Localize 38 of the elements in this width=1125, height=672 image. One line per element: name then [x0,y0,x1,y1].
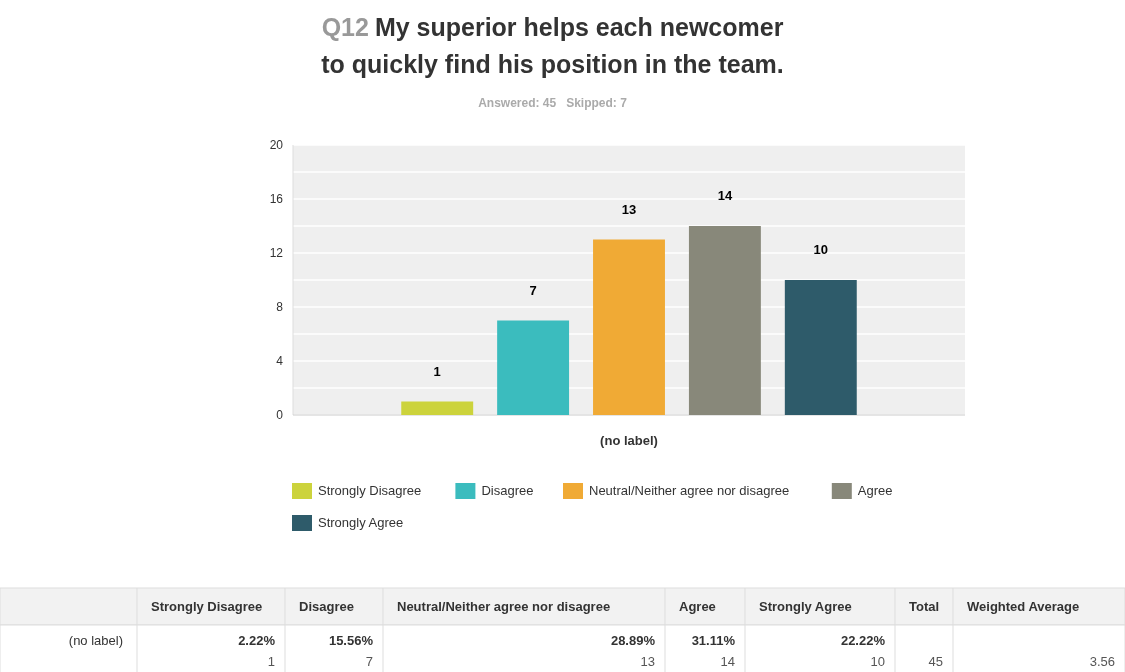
text: 1 [267,654,275,669]
legend-label: Agree [857,483,893,498]
y-tick-label: 0 [276,408,284,422]
text: Weighted Average [967,599,1080,614]
y-tick-label: 8 [276,300,284,314]
data-label: 10 [813,242,829,257]
y-tick-label: 4 [276,354,284,368]
text: 22.22% [840,633,886,648]
data-label: 1 [433,363,441,379]
y-tick-label: 20 [269,138,284,152]
data-label: 7 [529,282,537,298]
chart-subtitle: Answered: 45 Skipped: 7 [478,96,628,110]
legend-label: Neutral/Neither agree nor disagree [589,483,790,498]
legend-label: Strongly Agree [318,515,404,530]
text: 10 [870,654,885,669]
data-label: 14 [717,188,733,203]
text: 13 [640,654,655,669]
text: Disagree [299,599,354,614]
text: 2.22% [238,633,276,648]
legend-label: Strongly Disagree [318,483,422,498]
text: Strongly Disagree [151,599,263,614]
y-tick-label: 16 [269,192,284,206]
chart-title: Q12 My superior helps each newcomer to quickly find his position in the team. [321,13,784,78]
y-tick-label: 12 [269,246,284,260]
data-label: 13 [621,201,637,217]
category-label: (no label) [68,633,123,648]
text: 45 [928,654,943,669]
text: 14 [720,654,735,669]
legend-label: Disagree [481,483,534,498]
text: 7 [365,654,373,669]
text: Neutral/Neither agree nor disagree [397,599,611,614]
text: Agree [679,599,716,614]
text: 28.89% [610,633,656,648]
text: 31.11% [691,633,736,648]
text: 15.56% [328,633,374,648]
text: 3.56 [1089,654,1115,669]
text: Strongly Agree [759,599,852,614]
text: Total [909,599,940,614]
